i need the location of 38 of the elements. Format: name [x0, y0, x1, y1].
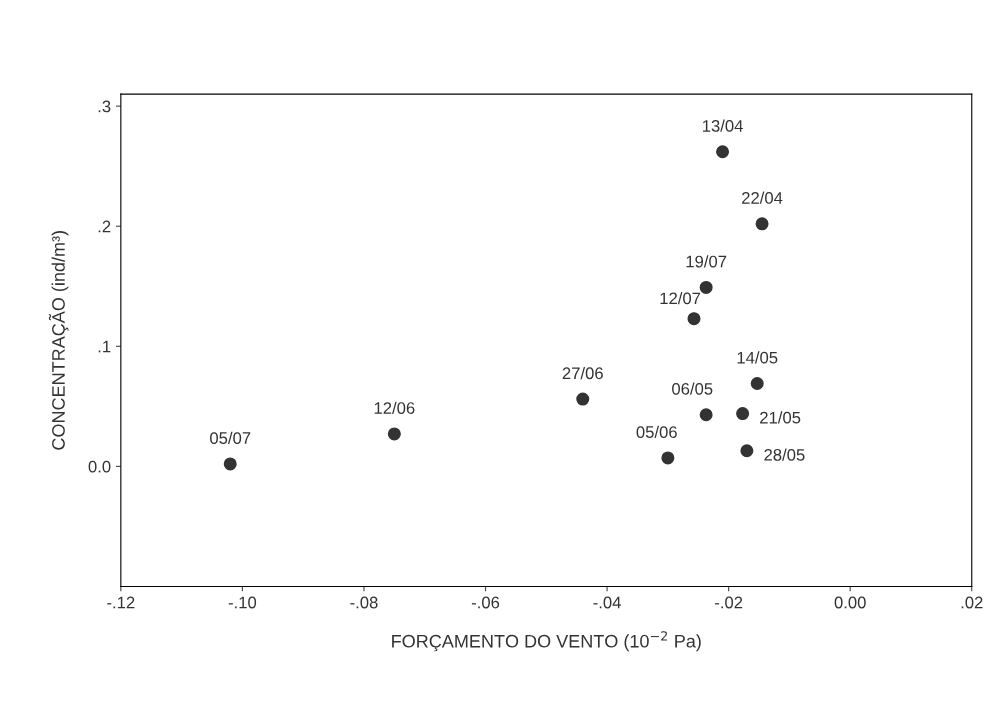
x-tick-label: -.06 [471, 596, 500, 609]
x-tick-label: -.10 [228, 596, 257, 609]
annotation: 13/04 [702, 119, 743, 132]
y-axis-title: CONCENTRAÇÃO (ind/m³) [48, 231, 69, 450]
point [387, 427, 401, 441]
annotation: 12/07 [660, 292, 701, 305]
annotation: 28/05 [764, 448, 805, 461]
point [699, 408, 713, 422]
point [716, 145, 730, 159]
annotation: 19/07 [686, 255, 727, 268]
annotation: 12/06 [374, 401, 415, 414]
point [736, 407, 750, 421]
x-tick-label: -.02 [715, 596, 743, 609]
annotation: 05/07 [210, 431, 251, 444]
x-axis-title: FORÇAMENTO DO VENTO (10$^{−2}$ Pa) [392, 631, 701, 652]
point [750, 377, 764, 391]
annotation: 21/05 [760, 411, 801, 424]
annotation: 05/06 [636, 425, 677, 438]
annotation: 22/04 [742, 191, 783, 204]
annotation: 06/05 [672, 382, 713, 395]
annotation: 14/05 [737, 351, 778, 364]
point [576, 392, 590, 406]
x-tick-label: -.04 [593, 596, 621, 609]
annotation: 27/06 [562, 366, 603, 380]
point [687, 312, 701, 326]
y-tick-label: .2 [98, 220, 111, 233]
y-tick-label: .1 [98, 340, 111, 353]
x-tick-label: 0.00 [834, 596, 866, 609]
point [223, 457, 237, 471]
x-tick-label: -.12 [107, 596, 135, 609]
point [755, 217, 769, 231]
point [661, 451, 675, 465]
point [699, 280, 713, 294]
x-tick-label: .02 [961, 596, 983, 609]
point [740, 444, 754, 458]
y-tick-label: .3 [98, 100, 111, 113]
y-tick-label: 0.0 [88, 460, 111, 473]
x-tick-label: -.08 [350, 596, 378, 609]
